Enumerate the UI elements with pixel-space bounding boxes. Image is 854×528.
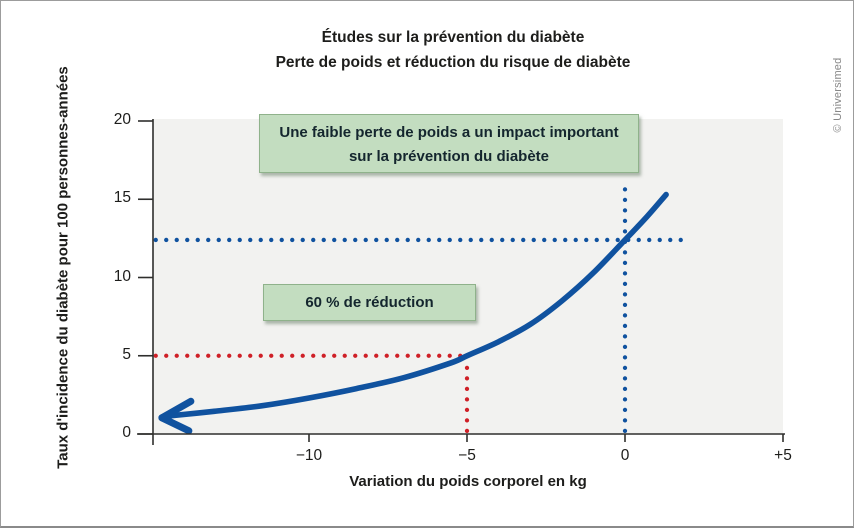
- y-tick-label: 5: [122, 345, 131, 363]
- x-tick-label: +5: [774, 447, 792, 464]
- figure-title: Études sur la prévention du diabète: [321, 29, 585, 46]
- y-tick-label: 20: [113, 111, 131, 128]
- annotation-impact-line2: sur la prévention du diabète: [348, 148, 550, 165]
- incidence-curve: [165, 191, 669, 419]
- annotation-reduction-box: 60 % de réduction: [263, 284, 476, 321]
- arrowhead-upper-barb: [158, 397, 195, 422]
- x-axis-title: Variation du poids corporel en kg: [349, 473, 587, 490]
- arrowhead-lower-barb: [158, 414, 193, 435]
- x-tick-label: −5: [458, 447, 476, 464]
- figure-subtitle: Perte de poids et réduction du risque de…: [275, 54, 631, 71]
- y-tick-label: 0: [122, 424, 131, 441]
- y-tick-label: 10: [113, 267, 131, 285]
- x-tick-label: −10: [295, 447, 323, 464]
- annotation-reduction-label: 60 % de réduction: [305, 294, 434, 311]
- annotation-impact-box: Une faible perte de poids a un impact im…: [259, 114, 639, 173]
- x-tick-label: 0: [620, 447, 630, 464]
- y-tick-label: 15: [113, 189, 131, 207]
- annotation-impact-line1: Une faible perte de poids a un impact im…: [279, 124, 619, 141]
